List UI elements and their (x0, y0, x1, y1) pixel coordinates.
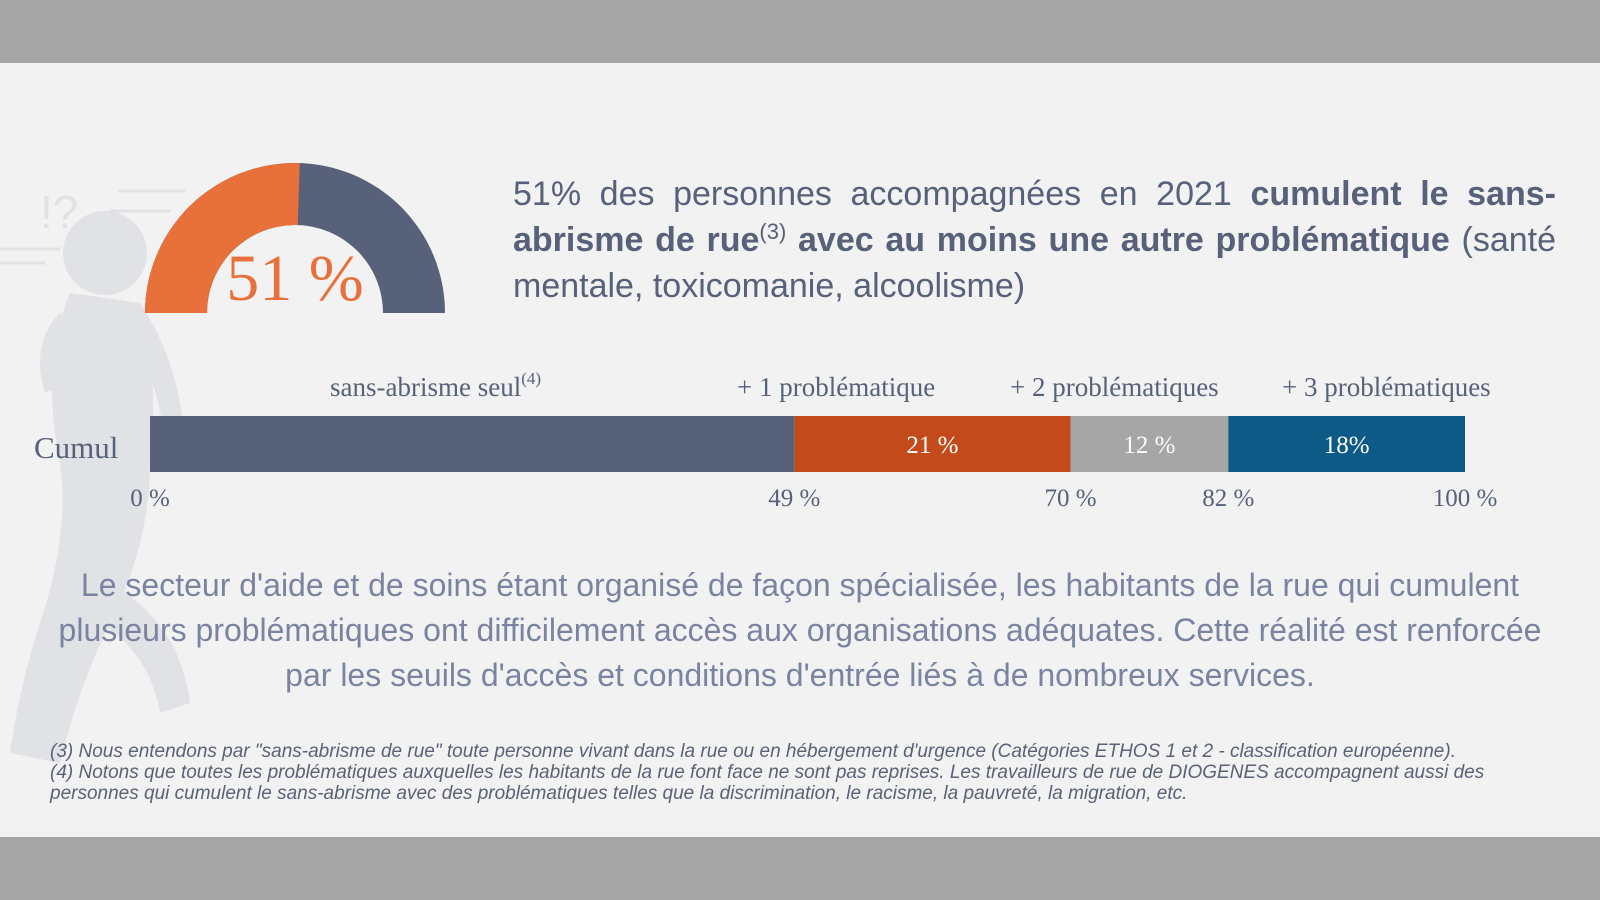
footnote-ref-3: (3) (759, 219, 787, 244)
headline-bold-2: avec au moins une autre problématique (786, 221, 1450, 259)
gauge-value-arc (145, 163, 300, 313)
axis-tick: 70 % (1044, 485, 1097, 512)
gauge-value-label: 51 % (226, 242, 364, 315)
headline-bold-1: cumulent le sans-abrisme de rue (513, 175, 1556, 259)
bar-segment-0 (150, 416, 795, 472)
bar-segment-2 (1070, 416, 1229, 472)
footnote-ref-4: (4) (521, 369, 542, 388)
headline: 51% des personnes accompagnées en 2021 c… (513, 171, 1556, 309)
percentage-gauge (145, 163, 445, 313)
svg-text:!?: !? (40, 186, 78, 238)
headline-text-end: (santé mentale, toxicomanie, alcoolisme) (513, 221, 1556, 305)
infographic-panel: !? 51 % 51% des personnes accompagnées e… (0, 63, 1600, 837)
distressed-person-illustration: !? (0, 186, 190, 763)
series-label-1: + 1 problématique (737, 372, 936, 402)
footnote-3: (3) Nous entendons par "sans-abrisme de … (50, 741, 1456, 762)
series-label-alone-text: sans-abrisme seul (330, 372, 522, 402)
axis-tick: 100 % (1432, 485, 1498, 512)
footnotes: (3) Nous entendons par "sans-abrisme de … (50, 741, 1570, 804)
bar-data-label-1: 21 % (906, 432, 958, 459)
axis-tick: 0 % (130, 485, 170, 512)
bar-segment-3 (1228, 416, 1465, 472)
series-label-2: + 2 problématiques (1010, 372, 1219, 402)
bar-data-label-3: 18% (1324, 432, 1370, 459)
headline-text: 51% des personnes accompagnées en 2021 (513, 175, 1251, 213)
series-label-3: + 3 problématiques (1282, 372, 1491, 402)
series-label-alone: sans-abrisme seul(4) (330, 369, 542, 403)
stacked-bar-chart: 21 % 12 % 18% (150, 416, 1465, 472)
bar-data-label-2: 12 % (1123, 432, 1175, 459)
bar-segment-1 (794, 416, 1071, 472)
axis-tick: 49 % (768, 485, 821, 512)
category-label: Cumul (34, 430, 119, 465)
footnote-4: (4) Notons que toutes les problématiques… (50, 762, 1485, 804)
explanation-paragraph: Le secteur d'aide et de soins étant orga… (58, 567, 1542, 693)
axis-tick: 82 % (1202, 485, 1255, 512)
